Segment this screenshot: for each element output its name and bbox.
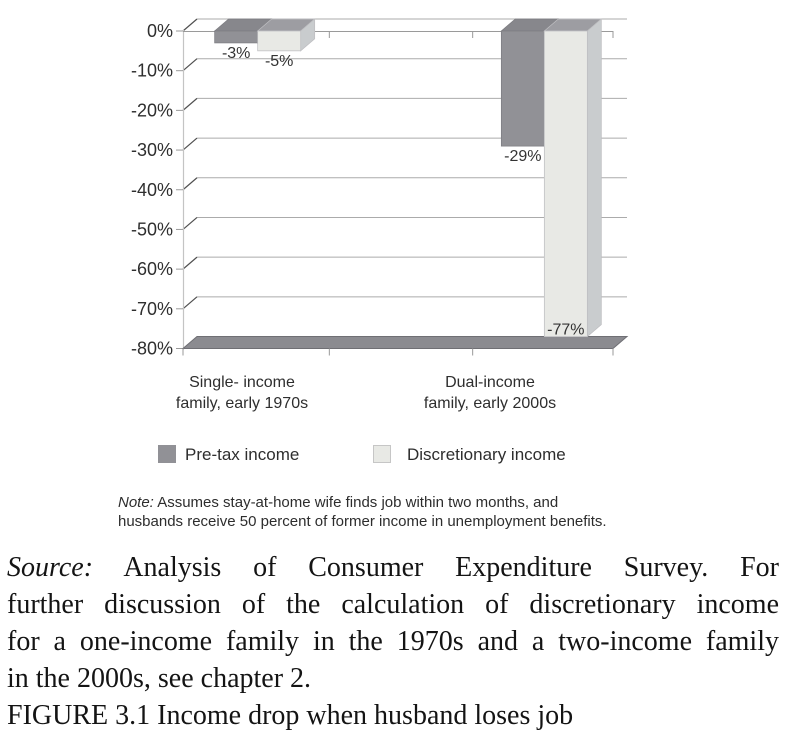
source-prefix: Source: [7,552,94,583]
source-line: Source: Analysis of Consumer Expenditure… [7,549,779,586]
category-label-line: Single- income [189,374,295,391]
gridline-connector [182,137,198,151]
income-drop-bar-chart: 0% -10% -20% -30% -40% -50% -60% -70% -80% -3% -5%… [131,18,629,359]
bar [500,30,545,147]
chart-floor [181,336,629,349]
category-label-dual-income: Dual-income family, early 2000s [380,372,600,414]
gridline-connector [182,18,198,32]
note-text: Assumes stay-at-home wife finds job with… [157,494,559,511]
bar-side-face [586,18,602,338]
legend-swatch-pretax-income [158,445,176,463]
gridline-connector [182,216,198,230]
source-line: for a one-income family in the 1970s and… [7,626,779,657]
category-label-line: family, early 1970s [175,395,309,412]
gridline-connector [182,97,198,111]
bar-data-label: -3% [222,45,250,62]
category-label-line: family, early 2000s [423,395,557,412]
note-prefix: Note: [118,494,154,511]
source-text: Analysis of Consumer Expenditure Survey.… [123,552,779,583]
y-axis-tick-label: -70% [131,299,173,319]
gridline-connector [182,177,198,191]
bar [214,30,259,44]
source-paragraph: Source: Analysis of Consumer Expenditure… [7,549,779,697]
legend-swatch-discretionary-income [373,445,391,463]
y-axis-tick-label: -80% [131,339,173,359]
figure-caption: FIGURE 3.1 Income drop when husband lose… [7,700,574,731]
y-axis-tick-label: -10% [131,61,173,81]
gridline-connector [182,58,198,72]
bar [543,30,588,337]
bar [257,30,302,52]
note-line: husbands receive 50 percent of former in… [118,513,607,530]
chart-legend: Pre-tax income Discretionary income [0,444,785,464]
y-axis-tick-label: -20% [131,100,173,120]
y-axis-tick-label: -50% [131,219,173,239]
gridline-connector [182,256,198,270]
bar-data-label: -29% [504,148,541,165]
y-axis-tick-label: 0% [147,21,173,41]
bar-data-label: -77% [547,322,584,339]
bar-data-label: -5% [265,53,293,70]
category-label-line: Dual-income [445,374,535,391]
y-axis-tick-label: -30% [131,140,173,160]
source-line: further discussion of the calculation of… [7,589,779,620]
chart-note: Note: Assumes stay-at-home wife finds jo… [118,493,638,531]
note-line: Note: Assumes stay-at-home wife finds jo… [118,493,638,512]
legend-label-pretax-income: Pre-tax income [185,445,300,464]
source-line: in the 2000s, see chapter 2. [7,663,312,694]
y-axis-tick-label: -60% [131,259,173,279]
category-label-single-income: Single- income family, early 1970s [132,372,352,414]
y-axis-tick-label: -40% [131,180,173,200]
legend-label-discretionary-income: Discretionary income [407,445,566,464]
gridline-connector [182,296,198,310]
